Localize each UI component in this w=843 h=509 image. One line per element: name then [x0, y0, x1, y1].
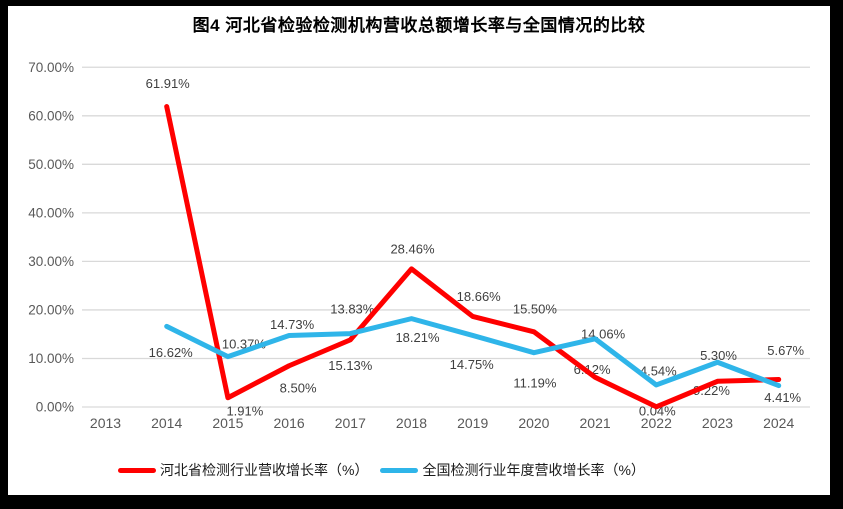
data-label-hebei: 15.50% [513, 301, 558, 316]
blue-line-swatch [380, 467, 419, 473]
x-tick-label: 2021 [580, 415, 611, 431]
data-label-national: 4.54% [640, 364, 677, 379]
data-label-national: 14.75% [450, 357, 495, 372]
x-tick-label: 2015 [212, 415, 243, 431]
data-label-hebei: 8.50% [280, 380, 317, 395]
data-label-national: 15.13% [328, 358, 373, 373]
x-tick-label: 2013 [90, 415, 121, 431]
legend-label-hebei: 河北省检测行业营收增长率（%） [160, 462, 369, 478]
data-label-hebei: 1.91% [226, 403, 263, 418]
data-label-national: 4.41% [764, 390, 801, 405]
data-label-hebei: 28.46% [390, 241, 435, 256]
legend: 河北省检测行业营收增长率（%） 全国检测行业年度营收增长率（%） [118, 461, 645, 479]
data-label-hebei: 18.66% [457, 289, 502, 304]
data-label-hebei: 13.83% [330, 301, 375, 316]
series-line-hebei [164, 104, 782, 410]
data-label-national: 16.62% [149, 345, 194, 360]
x-tick-label: 2019 [457, 415, 488, 431]
data-label-national: 18.21% [395, 330, 440, 345]
y-tick-label: 60.00% [28, 108, 74, 123]
data-label-national: 14.73% [270, 317, 315, 332]
y-tick-label: 30.00% [28, 254, 74, 269]
y-tick-label: 10.00% [28, 351, 74, 366]
series-line-national [164, 316, 782, 389]
y-tick-label: 70.00% [28, 60, 74, 75]
data-label-hebei: 61.91% [146, 76, 191, 91]
legend-item-national: 全国检测行业年度营收增长率（%） [380, 460, 645, 480]
data-label-hebei: 5.67% [767, 343, 804, 358]
chart-background [8, 6, 830, 495]
legend-label-national: 全国检测行业年度营收增长率（%） [422, 462, 645, 478]
data-label-hebei: 0.04% [639, 403, 676, 418]
y-tick-label: 40.00% [28, 205, 74, 220]
x-tick-label: 2022 [641, 415, 672, 431]
y-tick-label: 50.00% [28, 157, 74, 172]
chart-title: 图4 河北省检验检测机构营收总额增长率与全国情况的比较 [192, 16, 646, 35]
data-label-national: 5.30% [700, 348, 737, 363]
data-label-national: 11.19% [513, 375, 557, 390]
x-tick-label: 2018 [396, 415, 427, 431]
x-tick-label: 2023 [702, 415, 733, 431]
x-tick-label: 2017 [335, 415, 366, 431]
legend-item-hebei: 河北省检测行业营收增长率（%） [118, 460, 368, 480]
x-tick-label: 2016 [274, 415, 305, 431]
x-tick-label: 2014 [151, 415, 182, 431]
x-tick-label: 2020 [518, 415, 549, 431]
y-tick-label: 0.00% [36, 400, 74, 415]
red-line-swatch [118, 467, 156, 473]
y-tick-label: 20.00% [28, 303, 74, 318]
x-tick-label: 2024 [763, 415, 794, 431]
